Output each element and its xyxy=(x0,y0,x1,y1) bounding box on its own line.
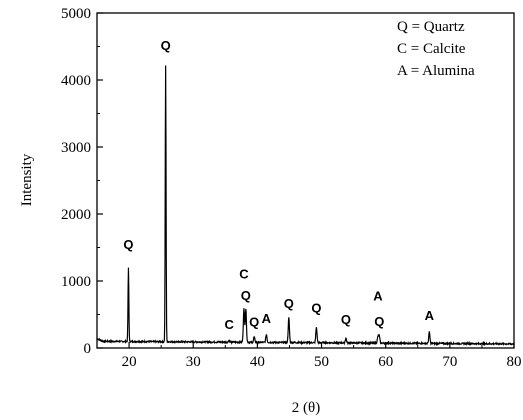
peak-label: Q xyxy=(311,300,321,315)
y-axis-title: Intensity xyxy=(19,153,35,206)
peak-label: Q xyxy=(249,315,259,330)
x-tick-label: 50 xyxy=(314,354,329,370)
y-tick-label: 1000 xyxy=(61,274,91,290)
peak-label: C xyxy=(224,317,234,332)
x-axis-title: 2 (θ) xyxy=(292,400,320,416)
y-tick-label: 0 xyxy=(84,341,92,357)
peak-label: Q xyxy=(161,38,171,53)
x-tick-label: 30 xyxy=(186,354,201,370)
legend-entry-calcite: C = Calcite xyxy=(397,41,466,57)
y-tick-label: 4000 xyxy=(61,73,91,89)
plot-lines xyxy=(96,65,515,347)
y-tick-label: 2000 xyxy=(61,207,91,223)
legend: Q = Quartz C = Calcite A = Alumina xyxy=(397,19,475,79)
xrd-pattern-line xyxy=(96,65,515,347)
peak-label: Q xyxy=(341,312,351,327)
x-tick-label: 80 xyxy=(507,354,522,370)
peak-label: Q xyxy=(241,288,251,303)
axes: 20 30 40 50 60 70 80 0 1000 2000 3000 4000 5000 xyxy=(61,6,522,370)
peak-label: Q xyxy=(123,237,133,252)
x-tick-label: 20 xyxy=(122,354,137,370)
x-tick-label: 60 xyxy=(378,354,393,370)
peak-label: Q xyxy=(374,314,384,329)
legend-entry-alumina: A = Alumina xyxy=(397,63,475,79)
peak-label: Q xyxy=(284,296,294,311)
peak-label: A xyxy=(373,288,383,303)
x-tick-label: 40 xyxy=(250,354,265,370)
y-tick-label: 5000 xyxy=(61,6,91,22)
peak-label: A xyxy=(425,308,435,323)
peak-label: A xyxy=(262,311,272,326)
peak-label: C xyxy=(239,266,249,281)
legend-entry-quartz: Q = Quartz xyxy=(397,19,465,35)
x-tick-label: 70 xyxy=(442,354,457,370)
y-tick-label: 3000 xyxy=(61,140,91,156)
